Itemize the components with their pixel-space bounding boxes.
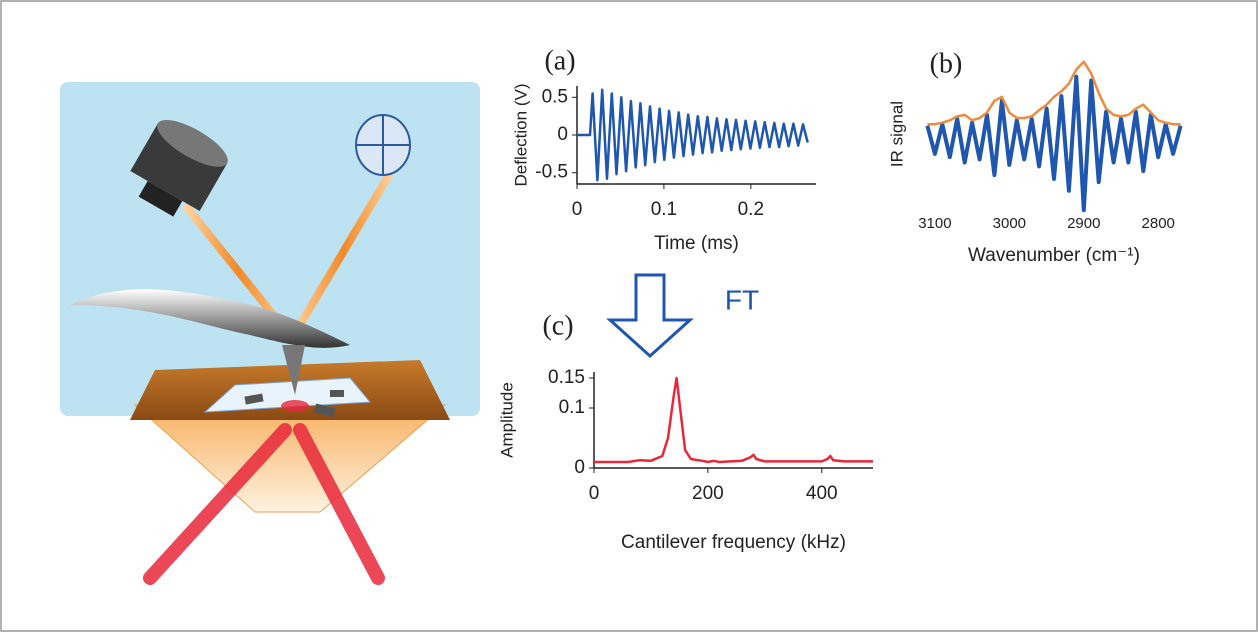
x-tick-label: 0: [589, 483, 600, 504]
cantilever: [70, 289, 350, 348]
x-tick-label: 0: [572, 199, 583, 220]
illustration: [60, 82, 480, 585]
x-tick-label: 400: [806, 483, 838, 504]
particle: [330, 390, 344, 397]
data-line: [925, 74, 1183, 213]
data-line: [577, 88, 809, 182]
data-line: [594, 376, 873, 464]
light-source: [130, 119, 228, 217]
x-tick-label: 0.2: [738, 199, 764, 220]
x-tick-label: 200: [692, 483, 724, 504]
x-axis-label: Time (ms): [654, 233, 739, 254]
y-tick-label: -0.5: [535, 162, 568, 183]
particle: [244, 393, 264, 405]
y-tick-label: 0.15: [548, 367, 585, 388]
y-axis-label: Deflection (V): [511, 84, 530, 187]
x-tick-label: 3000: [993, 215, 1026, 232]
y-tick-label: 0: [574, 457, 585, 478]
y-axis-label: IR signal: [887, 101, 906, 167]
panel-label: (b): [930, 48, 963, 79]
x-tick-label: 0.1: [651, 199, 677, 220]
laser-beam: [293, 423, 385, 585]
x-tick-label: 3100: [918, 215, 951, 232]
x-tick-label: 2900: [1067, 215, 1100, 232]
hot-spot: [281, 400, 309, 412]
panel-label: (c): [542, 310, 573, 341]
y-tick-label: 0: [557, 124, 568, 145]
laser-beam: [143, 423, 292, 585]
arrow-label: FT: [725, 284, 759, 315]
y-tick-label: 0.1: [559, 397, 585, 418]
y-axis-label: Amplitude: [497, 382, 516, 458]
optical-beam: [288, 162, 399, 341]
x-tick-label: 2800: [1142, 215, 1175, 232]
tip: [282, 345, 305, 395]
x-axis-label: Cantilever frequency (kHz): [621, 532, 846, 553]
particle: [314, 403, 336, 418]
y-tick-label: 0.5: [542, 86, 568, 107]
panel-label: (a): [544, 45, 575, 76]
x-axis-label: Wavenumber (cm⁻¹): [968, 245, 1140, 266]
data-line: [927, 60, 1181, 126]
ft-arrow: [606, 273, 694, 359]
